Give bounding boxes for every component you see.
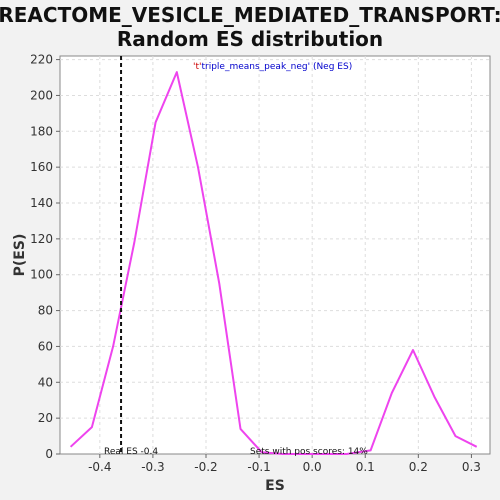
annotation-prefix: 't' — [193, 62, 201, 72]
x-tick-label: 0.3 — [462, 460, 481, 474]
x-tick-label: 0.1 — [356, 460, 375, 474]
plot-area — [59, 55, 491, 455]
y-tick-label: 20 — [38, 411, 53, 425]
chart-title-line-2: Random ES distribution — [117, 27, 383, 51]
y-axis-label: P(ES) — [12, 234, 28, 277]
y-tick-label: 60 — [38, 339, 53, 353]
y-tick-label: 120 — [30, 232, 53, 246]
x-axis: -0.4 -0.3 -0.2 -0.1 0.0 0.1 0.2 0.3 — [88, 454, 481, 474]
real-es-label: Real ES -0.4 — [104, 447, 158, 457]
y-tick-label: 180 — [30, 124, 53, 138]
pos-scores-label: Sets with pos scores: 14% — [250, 447, 368, 457]
x-tick-label: -0.1 — [247, 460, 270, 474]
y-tick-label: 40 — [38, 375, 53, 389]
series-layer — [69, 71, 478, 455]
es-distribution-line — [69, 71, 478, 455]
y-tick-label: 220 — [30, 53, 53, 67]
x-tick-label: 0.2 — [409, 460, 428, 474]
y-axis: 0 20 40 60 80 100 120 140 160 180 200 220 — [30, 53, 60, 461]
chart-title-line-1: REACTOME_VESICLE_MEDIATED_TRANSPORT: — [0, 3, 500, 27]
y-tick-label: 80 — [38, 304, 53, 318]
y-tick-label: 100 — [30, 268, 53, 282]
annotation-label: 't'triple_means_peak_neg' (Neg ES) — [193, 62, 352, 72]
annotation-main: triple_means_peak_neg' (Neg ES) — [201, 62, 352, 72]
grid-lines — [60, 56, 490, 454]
y-tick-label: 0 — [45, 447, 53, 461]
y-tick-label: 140 — [30, 196, 53, 210]
x-tick-label: -0.4 — [88, 460, 111, 474]
x-tick-label: -0.3 — [141, 460, 164, 474]
y-tick-label: 160 — [30, 160, 53, 174]
y-tick-label: 200 — [30, 88, 53, 102]
x-tick-label: -0.2 — [194, 460, 217, 474]
x-tick-label: 0.0 — [303, 460, 322, 474]
x-axis-label: ES — [265, 478, 285, 494]
